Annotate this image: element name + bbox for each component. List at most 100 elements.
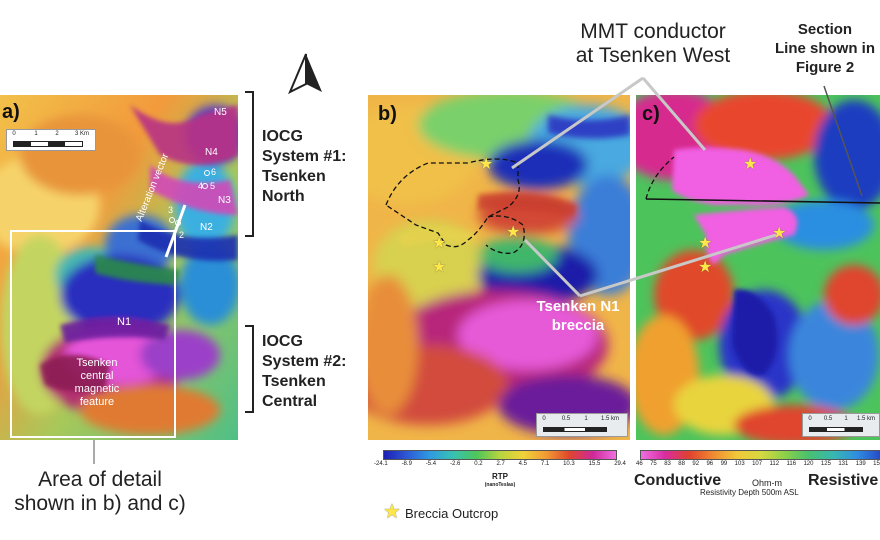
area-of-detail-line1: Area of detail bbox=[38, 468, 162, 491]
rtp-tick: -8.9 bbox=[401, 461, 412, 467]
section-line2: Line shown in bbox=[775, 40, 875, 57]
iocg2-line4: Central bbox=[262, 393, 318, 410]
breccia-star-icon: ★ bbox=[432, 235, 447, 252]
iocg-system1-label: IOCG System #1: Tsenken North bbox=[262, 127, 347, 207]
rtp-tick: 15.5 bbox=[588, 461, 601, 467]
rtp-tick: -24.1 bbox=[374, 461, 388, 467]
resistivity-tick: 103 bbox=[734, 461, 745, 467]
iocg1-line2: System #1: bbox=[262, 148, 347, 165]
resistivity-tick: 96 bbox=[706, 461, 714, 467]
resistivity-colorbar bbox=[640, 450, 880, 460]
conductive-label: Conductive bbox=[634, 472, 722, 489]
site-label-n4: N4 bbox=[205, 147, 218, 158]
iocg-system2-label: IOCG System #2: Tsenken Central bbox=[262, 332, 347, 412]
site-label-n2: N2 bbox=[200, 222, 213, 233]
area-of-detail-text: Area of detail shown in b) and c) bbox=[0, 468, 220, 516]
mmt-conductor-label: MMT conductor at Tsenken West bbox=[553, 20, 753, 68]
site-label-4: 4 bbox=[198, 181, 204, 191]
resistivity-tick: 139 bbox=[855, 461, 866, 467]
resistivity-tick: 99 bbox=[720, 461, 728, 467]
scale-tick: 0 bbox=[808, 416, 812, 422]
resistivity-tick: 116 bbox=[786, 461, 797, 467]
breccia-star-icon: ★ bbox=[506, 224, 521, 241]
breccia-star-icon: ★ bbox=[698, 259, 713, 276]
panel-c-scalebar: 0 0.5 1 1.5 km bbox=[802, 413, 880, 437]
iocg-system1-bracket bbox=[245, 91, 254, 237]
legend-star-icon: ★ bbox=[383, 501, 401, 523]
panel-b-scalebar: 0 0.5 1 1.5 km bbox=[536, 413, 628, 437]
tsenken-central-label: Tsenken central magnetic feature bbox=[74, 357, 120, 408]
scale-tick: 1.5 km bbox=[600, 416, 619, 422]
resistive-label: Resistive bbox=[808, 472, 879, 489]
breccia-star-icon: ★ bbox=[772, 225, 787, 242]
section-line3: Figure 2 bbox=[795, 59, 855, 76]
panel-b-label: b) bbox=[378, 103, 397, 125]
scale-bar-graphic bbox=[809, 427, 863, 432]
breccia-star-icon: ★ bbox=[432, 259, 447, 276]
rtp-tick: -5.4 bbox=[425, 461, 437, 467]
site-label-n5: N5 bbox=[214, 107, 227, 118]
iocg1-line3: Tsenken bbox=[262, 168, 326, 185]
rtp-tick: 7.1 bbox=[540, 461, 550, 467]
resistivity-tick: 92 bbox=[692, 461, 700, 467]
iocg1-line1: IOCG bbox=[262, 128, 303, 145]
resistivity-tick: 46 bbox=[636, 461, 643, 467]
breccia-star-icon: ★ bbox=[479, 156, 494, 173]
resistivity-tick: 88 bbox=[678, 461, 685, 467]
scale-tick: 1 bbox=[844, 416, 848, 422]
rtp-colorbar-unit: (nanoTeslas) bbox=[484, 482, 516, 488]
scale-tick: 0.5 bbox=[561, 416, 571, 422]
rtp-tick: 2.7 bbox=[496, 461, 505, 467]
section-line1: Section bbox=[797, 21, 853, 38]
scale-tick: 0 bbox=[12, 131, 16, 137]
site-label-6: 6 bbox=[211, 167, 217, 177]
site-label-n3: N3 bbox=[218, 195, 231, 206]
resistivity-tick: 15 bbox=[873, 461, 880, 467]
panel-c-label: c) bbox=[642, 103, 660, 125]
area-of-detail-box bbox=[10, 230, 176, 438]
breccia-star-icon: ★ bbox=[743, 156, 758, 173]
rtp-colorbar-title: RTP bbox=[492, 472, 508, 481]
resistivity-tick: 125 bbox=[820, 461, 831, 467]
rtp-tick: 4.5 bbox=[518, 461, 527, 467]
rtp-colorbar bbox=[383, 450, 617, 460]
scale-tick: 1 bbox=[584, 416, 588, 422]
panel-c-divider bbox=[634, 95, 636, 440]
resistivity-tick: 75 bbox=[650, 461, 657, 467]
rtp-tick: 10.3 bbox=[563, 461, 575, 467]
resistivity-colorbar-ticks: 46 75 83 88 92 96 99 103 107 112 116 120… bbox=[636, 461, 880, 470]
resistivity-tick: 83 bbox=[664, 461, 671, 467]
rtp-tick: 29.4 bbox=[614, 461, 626, 467]
site-label-2: 2 bbox=[179, 230, 185, 240]
legend-breccia-outcrop: Breccia Outcrop bbox=[405, 506, 499, 521]
n1-breccia-line2: breccia bbox=[551, 317, 605, 334]
panel-a-magnetic-map: a) 0 1 2 3 Km N5 N4 6 4 5 N3 3 N2 2 N1 A… bbox=[0, 95, 238, 440]
tsenken-n1-breccia-label: Tsenken N1 breccia bbox=[523, 297, 633, 335]
site-label-n1: N1 bbox=[117, 316, 132, 328]
resistivity-tick: 131 bbox=[838, 461, 849, 467]
site-label-3: 3 bbox=[168, 205, 174, 215]
area-of-detail-line2: shown in b) and c) bbox=[14, 492, 186, 515]
iocg-system2-bracket bbox=[245, 325, 254, 413]
resistivity-tick: 107 bbox=[752, 461, 763, 467]
resistivity-tick: 120 bbox=[803, 461, 814, 467]
mmt-line1: MMT conductor bbox=[580, 20, 726, 43]
scale-bar-graphic bbox=[543, 427, 607, 432]
site-markers bbox=[169, 170, 210, 226]
scale-tick: 2 bbox=[55, 131, 59, 137]
section-line-label: Section Line shown in Figure 2 bbox=[760, 20, 880, 77]
panel-b-rtp-map: b) ★ ★ ★ ★ 0 0.5 1 1.5 km bbox=[368, 95, 630, 440]
panel-c-resistivity-map: c) ★ ★ ★ ★ 0 0.5 1 1.5 km bbox=[634, 95, 880, 440]
scale-bar-graphic bbox=[13, 141, 83, 147]
n1-breccia-line1: Tsenken N1 bbox=[536, 298, 620, 315]
scale-tick: 1 bbox=[34, 131, 38, 137]
panel-a-scalebar: 0 1 2 3 Km bbox=[6, 129, 96, 151]
breccia-star-icon: ★ bbox=[698, 235, 713, 252]
scale-tick: 3 Km bbox=[74, 131, 89, 137]
resistivity-depth-label: Resistivity Depth 500m ASL bbox=[700, 488, 799, 497]
north-arrow-icon bbox=[286, 50, 326, 96]
site-label-5: 5 bbox=[210, 181, 216, 191]
scale-tick: 0.5 bbox=[823, 416, 833, 422]
area-of-detail-pointer bbox=[93, 440, 95, 464]
iocg1-line4: North bbox=[262, 188, 305, 205]
